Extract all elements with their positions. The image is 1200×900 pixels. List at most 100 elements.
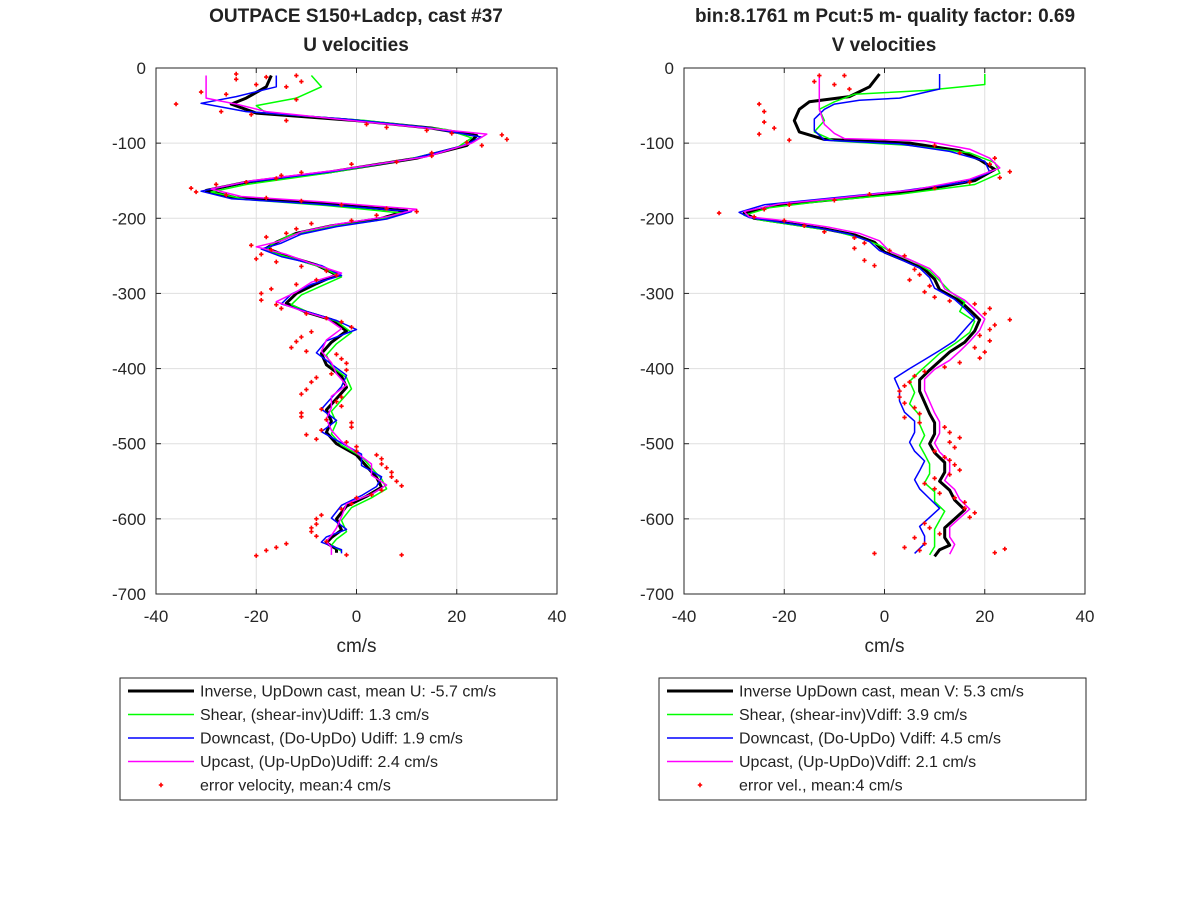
error-velocity-point — [379, 488, 384, 493]
error-velocity-point — [762, 109, 767, 114]
error-velocity-point — [304, 432, 309, 437]
error-velocity-point — [188, 186, 194, 191]
x-tick-label: 40 — [1076, 607, 1095, 626]
error-velocity-point — [299, 410, 304, 416]
error-velocity-point — [284, 231, 289, 236]
downcast-line — [200, 75, 483, 554]
error-velocity-point — [902, 545, 907, 550]
error-velocity-point — [329, 371, 334, 377]
error-velocity-point — [399, 483, 404, 488]
error-velocity-point — [173, 101, 179, 107]
y-tick-label: -300 — [112, 284, 146, 303]
error-velocity-point — [922, 541, 927, 546]
error-velocity-point — [942, 424, 947, 430]
right-chart-subtitle: V velocities — [831, 35, 937, 56]
x-axis-label: cm/s — [864, 636, 904, 657]
x-tick-label: 0 — [352, 607, 361, 626]
error-velocity-point — [817, 73, 822, 78]
error-velocity-point — [374, 452, 379, 458]
error-velocity-point — [867, 192, 872, 197]
error-velocity-point — [1007, 317, 1013, 322]
error-velocity-point — [218, 109, 224, 114]
error-velocity-point — [364, 122, 369, 127]
error-velocity-point — [782, 218, 787, 223]
error-velocity-point — [862, 258, 867, 263]
error-velocity-point — [324, 417, 329, 422]
error-velocity-point — [942, 364, 947, 370]
error-velocity-point — [319, 512, 324, 518]
y-tick-label: -600 — [112, 510, 146, 529]
error-velocity-point — [304, 387, 309, 392]
x-tick-label: 0 — [880, 607, 889, 626]
error-velocity-point — [756, 101, 762, 107]
error-velocity-point — [987, 306, 992, 311]
error-velocity-point — [254, 82, 259, 87]
error-velocity-point — [299, 264, 304, 269]
error-velocity-point — [962, 500, 967, 505]
error-velocity-point — [751, 214, 757, 219]
u-velocity-legend: Inverse, UpDown cast, mean U: -5.7 cm/s S… — [119, 677, 558, 801]
error-velocity-point — [1007, 169, 1013, 174]
error-velocity-point — [414, 209, 419, 214]
error-velocity-point — [294, 73, 299, 78]
error-velocity-point — [259, 291, 264, 296]
error-velocity-point — [249, 243, 254, 248]
error-velocity-point — [319, 406, 324, 412]
error-velocity-point — [294, 226, 299, 232]
error-velocity-point — [339, 394, 344, 400]
error-velocity-point — [932, 476, 937, 481]
error-velocity-point — [309, 525, 314, 531]
error-velocity-point — [289, 345, 294, 350]
error-velocity-point — [977, 355, 982, 361]
error-velocity-point — [992, 322, 997, 328]
error-velocity-point — [902, 400, 907, 406]
error-velocity-point — [339, 202, 344, 207]
x-tick-label: 40 — [548, 607, 567, 626]
error-velocity-point — [932, 186, 937, 191]
error-velocity-point — [349, 218, 354, 223]
error-velocity-point — [384, 206, 389, 211]
error-velocity-point — [334, 399, 339, 404]
error-velocity-point — [223, 92, 229, 97]
error-velocity-point — [947, 440, 952, 445]
error-velocity-point — [324, 316, 329, 321]
error-velocity-point — [264, 74, 269, 80]
error-velocity-point — [907, 379, 912, 385]
error-velocity-point — [379, 456, 384, 461]
error-velocity-point — [947, 458, 952, 463]
error-velocity-point — [309, 221, 314, 226]
error-velocity-point — [399, 552, 404, 558]
error-velocity-point — [982, 311, 987, 316]
legend-label-downcast: Downcast, (Do-UpDo) Vdiff: 4.5 cm/s — [739, 731, 1001, 748]
error-velocity-point — [932, 486, 937, 491]
error-velocity-point — [314, 521, 319, 527]
error-velocity-point — [952, 462, 957, 467]
error-velocity-point — [299, 170, 304, 175]
y-tick-label: -600 — [640, 510, 674, 529]
y-tick-label: -500 — [640, 435, 674, 454]
error-velocity-point — [847, 86, 852, 92]
v-velocity-chart: -40 -20 0 20 400-100-200-300-400-500-600-700… — [640, 59, 1094, 657]
error-velocity-point — [369, 492, 374, 498]
error-velocity-point — [762, 119, 767, 125]
error-velocity-point — [284, 84, 289, 89]
error-velocity-point — [349, 424, 354, 430]
error-velocity-point — [299, 414, 304, 419]
x-tick-label: -20 — [244, 607, 269, 626]
error-velocity-point — [379, 461, 384, 467]
error-velocity-point — [977, 333, 982, 338]
error-velocity-point — [812, 79, 817, 84]
error-velocity-point — [244, 180, 249, 185]
error-velocity-point — [832, 82, 837, 87]
y-tick-label: 0 — [137, 59, 146, 78]
error-velocity-point — [314, 533, 319, 539]
error-velocity-point — [304, 311, 309, 316]
error-velocity-point — [947, 472, 952, 477]
error-velocity-point — [927, 283, 932, 289]
y-tick-label: -300 — [640, 284, 674, 303]
error-velocity-markers — [173, 71, 510, 558]
error-velocity-point — [259, 252, 264, 257]
error-velocity-point — [309, 329, 314, 334]
error-velocity-point — [274, 545, 279, 550]
error-velocity-point — [319, 427, 324, 433]
